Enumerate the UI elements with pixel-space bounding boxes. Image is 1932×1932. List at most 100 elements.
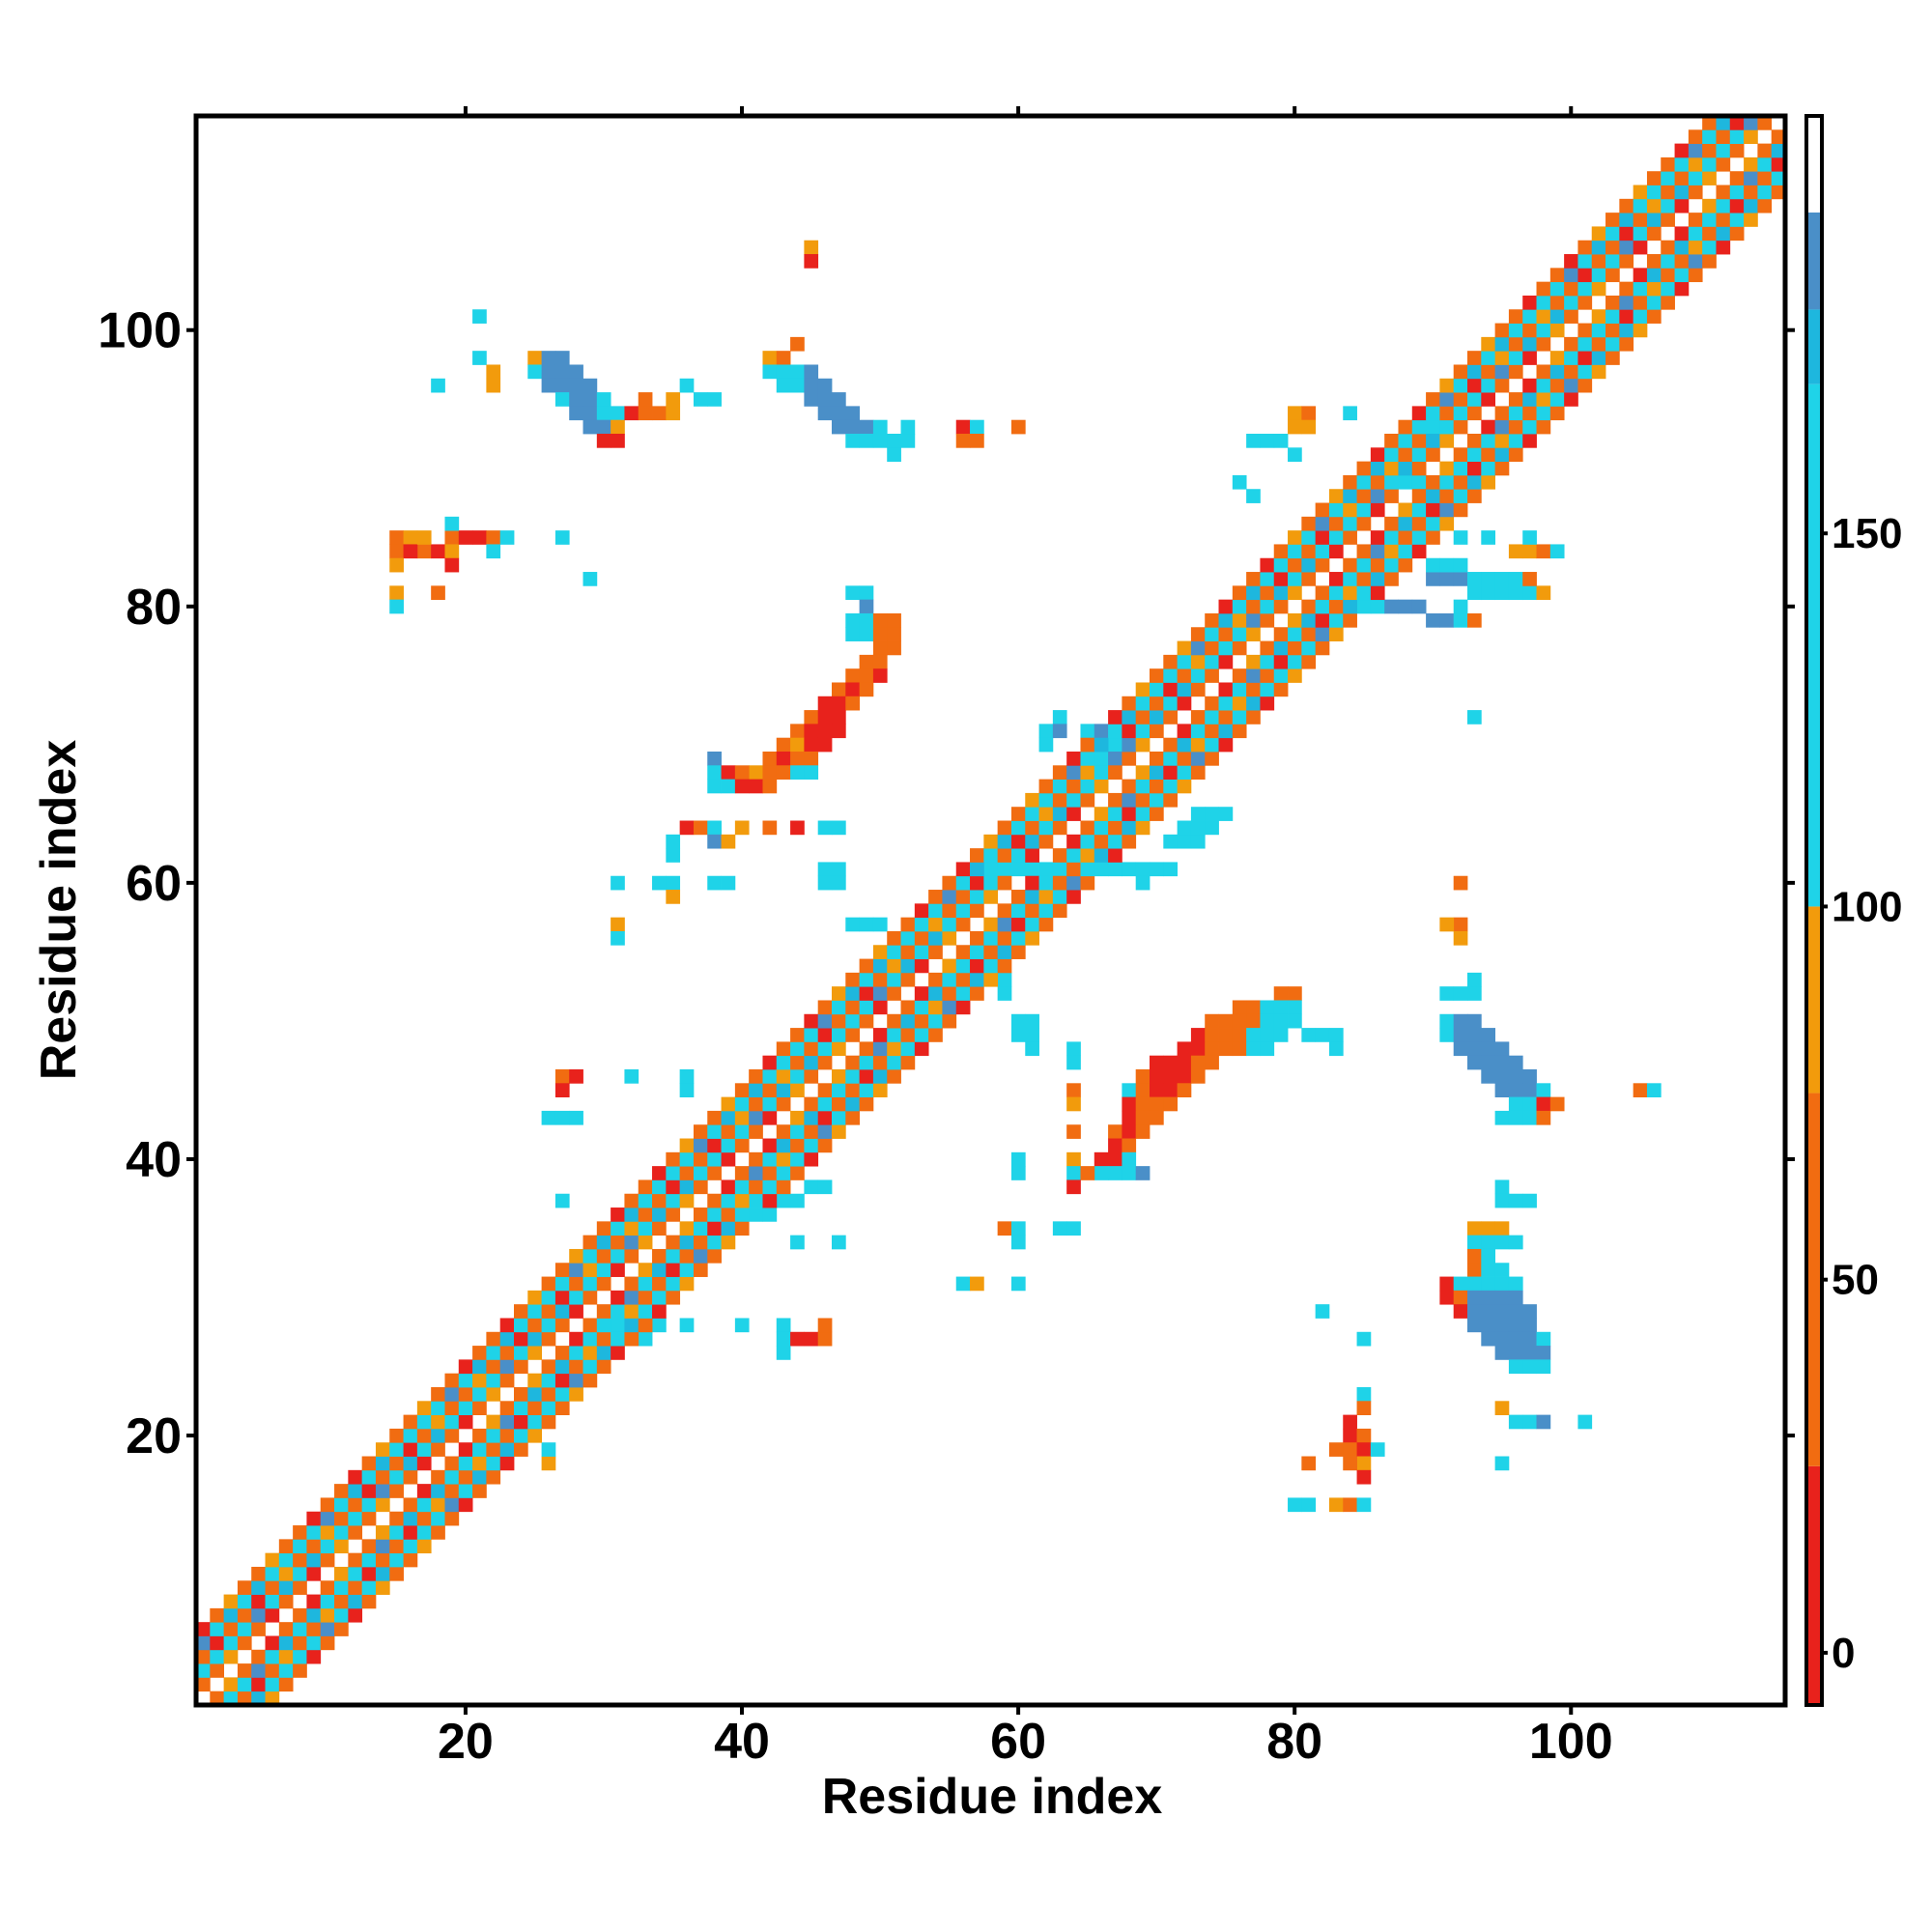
heatmap-cell: [1010, 930, 1026, 946]
heatmap-cell: [859, 434, 874, 448]
heatmap-cell: [472, 1484, 487, 1498]
heatmap-cell: [1163, 765, 1178, 780]
heatmap-cell: [734, 1179, 750, 1195]
heatmap-cell: [734, 1138, 750, 1153]
heatmap-cell: [1052, 890, 1067, 904]
heatmap-cell: [361, 1552, 377, 1568]
heatmap-cell: [1066, 1083, 1081, 1097]
heatmap-cell: [790, 737, 805, 753]
heatmap-cell: [900, 930, 916, 946]
heatmap-cell: [762, 1110, 778, 1125]
heatmap-cell: [804, 364, 819, 380]
heatmap-cell: [1481, 1055, 1495, 1070]
heatmap-cell: [804, 1179, 819, 1195]
heatmap-cell: [970, 434, 984, 448]
heatmap-cell: [210, 1663, 224, 1678]
heatmap-cell: [1702, 213, 1717, 227]
heatmap-cell: [1343, 585, 1357, 601]
heatmap-cell: [1135, 765, 1151, 780]
heatmap-cell: [569, 1263, 583, 1277]
heatmap-cell: [514, 1387, 528, 1402]
heatmap-cell: [638, 1318, 653, 1333]
heatmap-cell: [652, 1179, 667, 1195]
heatmap-cell: [1356, 1469, 1372, 1485]
heatmap-cell: [278, 1649, 294, 1664]
heatmap-cell: [1633, 240, 1648, 255]
heatmap-cell: [721, 1179, 736, 1195]
heatmap-cell: [845, 1083, 860, 1097]
heatmap-cell: [693, 1138, 708, 1153]
heatmap-cell: [1702, 254, 1717, 269]
heatmap-cell: [1536, 1414, 1551, 1430]
heatmap-cell: [928, 945, 943, 959]
heatmap-cell: [790, 378, 805, 393]
heatmap-cell: [804, 1055, 819, 1070]
heatmap-cell: [237, 1622, 252, 1636]
heatmap-cell: [1536, 585, 1551, 601]
heatmap-cell: [265, 1690, 280, 1706]
heatmap-cell: [389, 585, 404, 601]
heatmap-cell: [1453, 1041, 1468, 1057]
heatmap-cell: [596, 1221, 611, 1236]
heatmap-cell: [817, 1083, 833, 1097]
heatmap-cell: [1370, 489, 1385, 503]
heatmap-cell: [928, 890, 943, 904]
heatmap-cell: [666, 1290, 681, 1305]
heatmap-cell: [1591, 351, 1606, 365]
heatmap-cell: [804, 1110, 819, 1125]
colorbar-band: [1808, 309, 1820, 384]
heatmap-cell: [721, 875, 736, 891]
heatmap-cell: [348, 1511, 363, 1526]
heatmap-cell: [1122, 1124, 1137, 1139]
heatmap-cell: [1038, 875, 1054, 891]
y-tick-label: 100: [98, 303, 182, 359]
heatmap-cell: [721, 779, 736, 794]
heatmap-cell: [1218, 654, 1234, 669]
heatmap-cell: [638, 1208, 653, 1222]
heatmap-cell: [1467, 1028, 1482, 1042]
heatmap-cell: [1453, 502, 1468, 518]
heatmap-cell: [375, 1497, 390, 1513]
heatmap-cell: [872, 1028, 888, 1042]
heatmap-cell: [1702, 226, 1717, 242]
heatmap-cell: [1343, 557, 1357, 573]
heatmap-cell: [707, 392, 722, 407]
heatmap-cell: [1190, 737, 1206, 753]
heatmap-cell: [845, 1069, 860, 1084]
heatmap-cell: [596, 1235, 611, 1250]
colorbar-tick-label: 0: [1832, 1630, 1855, 1677]
heatmap-cell: [1633, 295, 1648, 310]
heatmap-cell: [666, 834, 681, 849]
heatmap-cell: [1508, 323, 1523, 338]
heatmap-cell: [1356, 1401, 1372, 1415]
heatmap-cell: [1025, 903, 1039, 919]
heatmap-cell: [790, 1235, 805, 1250]
heatmap-cell: [1439, 392, 1455, 407]
heatmap-cell: [1771, 143, 1786, 158]
heatmap-cell: [1494, 1401, 1510, 1415]
heatmap-cell: [1080, 737, 1095, 753]
heatmap-cell: [887, 1013, 901, 1029]
heatmap-cell: [1426, 516, 1440, 531]
heatmap-cell: [1549, 544, 1565, 559]
heatmap-cell: [1122, 1151, 1137, 1167]
heatmap-cell: [1522, 585, 1537, 601]
heatmap-cell: [859, 1083, 874, 1097]
heatmap-cell: [638, 1193, 653, 1208]
heatmap-cell: [776, 1193, 791, 1208]
heatmap-cell: [611, 1221, 625, 1236]
heatmap-cell: [762, 1055, 778, 1070]
heatmap-cell: [707, 1248, 722, 1264]
heatmap-cell: [554, 1359, 570, 1375]
heatmap-cell: [1177, 765, 1192, 780]
heatmap-cell: [1508, 447, 1523, 462]
heatmap-cell: [1744, 156, 1758, 172]
y-axis-title: Residue index: [31, 740, 87, 1081]
heatmap-cell: [762, 1138, 778, 1153]
heatmap-cell: [596, 434, 611, 448]
heatmap-cell: [389, 599, 404, 614]
heatmap-cell: [554, 1083, 570, 1097]
heatmap-cell: [1577, 364, 1593, 380]
heatmap-cell: [1301, 612, 1317, 628]
heatmap-cell: [1108, 1151, 1122, 1167]
